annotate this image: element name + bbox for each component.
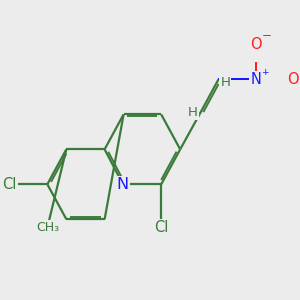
Text: −: − (261, 29, 271, 42)
Text: H: H (188, 106, 197, 119)
Text: N: N (117, 177, 129, 192)
Text: Cl: Cl (3, 177, 17, 192)
Text: N: N (250, 72, 262, 87)
Text: H: H (220, 76, 230, 89)
Text: +: + (261, 68, 269, 77)
Text: CH₃: CH₃ (36, 221, 59, 234)
Text: Cl: Cl (154, 220, 168, 235)
Text: O: O (287, 72, 298, 87)
Text: O: O (250, 37, 262, 52)
